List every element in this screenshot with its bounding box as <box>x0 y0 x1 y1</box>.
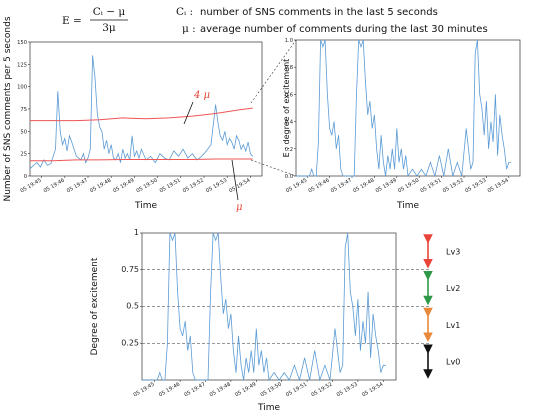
y-tick-label: 25 <box>20 152 27 158</box>
x-tick-label: 05 19:48 <box>352 178 375 195</box>
x-tick-label: 05 19:51 <box>285 382 308 399</box>
y-tick-label: 0.2 <box>285 147 293 153</box>
y-tick-label: 0.0 <box>285 174 293 180</box>
formula-denominator: 3μ <box>102 22 116 34</box>
series-line-0 <box>296 39 511 178</box>
zoom-connector-top <box>250 39 297 104</box>
level-label-2: Lv1 <box>446 321 460 330</box>
label-4mu: 4 μ <box>193 90 210 101</box>
label-mu: μ <box>236 202 243 213</box>
x-axis-label: Time <box>134 201 157 211</box>
zoom-connector-bottom <box>250 159 297 177</box>
series-line-0 <box>29 55 253 170</box>
y-tick-label: 0.4 <box>285 120 294 126</box>
level-label-1: Lv2 <box>446 284 460 293</box>
y-tick-label: 50 <box>20 129 27 135</box>
x-axis-label: Time <box>396 201 419 211</box>
x-tick-label: 05 19:46 <box>158 382 181 399</box>
y-tick-label: 0.25 <box>121 338 139 347</box>
x-tick-label: 05 19:50 <box>260 382 283 399</box>
x-tick-label: 05 19:51 <box>159 178 182 195</box>
x-tick-label: 05 19:54 <box>361 381 385 398</box>
level-label-0: Lv3 <box>446 247 460 256</box>
plot-frame <box>29 41 263 177</box>
ci-description: number of SNS comments in the last 5 sec… <box>200 7 438 18</box>
y-axis-label: E : degree of excitement <box>282 59 291 158</box>
x-tick-label: 05 19:45 <box>133 382 156 399</box>
series-line-2 <box>30 158 253 162</box>
label-4mu-pointer <box>183 101 194 125</box>
y-tick-label: 0.6 <box>285 92 293 98</box>
formula-header: E = Cᵢ − μ 3μ Cᵢ : number of SNS comment… <box>62 6 488 35</box>
y-tick-label: 150 <box>17 40 27 46</box>
mu-description: average number of comments during the la… <box>200 24 488 35</box>
y-tick-label: 100 <box>17 85 27 91</box>
level-label-3: Lv0 <box>446 358 460 367</box>
x-tick-label: 05 19:46 <box>308 178 331 195</box>
x-tick-label: 05 19:51 <box>420 178 443 195</box>
x-tick-label: 05 19:49 <box>375 178 398 195</box>
x-tick-label: 05 19:52 <box>182 178 205 195</box>
x-tick-label: 05 19:54 <box>487 177 511 194</box>
x-axis-label: Time <box>257 403 280 413</box>
y-tick-label: 1 <box>134 228 139 237</box>
x-tick-label: 05 19:53 <box>464 178 487 195</box>
x-tick-label: 05 19:49 <box>234 382 257 399</box>
x-tick-label: 05 19:47 <box>330 178 353 195</box>
x-tick-label: 05 19:54 <box>228 177 252 194</box>
x-tick-label: 05 19:48 <box>89 178 112 195</box>
y-axis-label: Number of SNS comments per 5 seconds <box>3 16 13 201</box>
label-mu-pointer <box>231 159 239 201</box>
level-legend: Lv3 Lv2 Lv1 Lv0 <box>423 234 460 379</box>
y-tick-label: 1.0 <box>285 38 293 44</box>
x-tick-label: 05 19:45 <box>285 178 308 195</box>
chart-comments: 0 25 50 75 100 125 150 05 19:45 05 19:46 05 19:47… <box>3 16 263 211</box>
x-tick-label: 05 19:50 <box>397 178 420 195</box>
x-tick-label: 05 19:46 <box>43 178 66 195</box>
y-axis-label: Degree of excitement <box>90 257 100 355</box>
x-tick-label: 05 19:50 <box>136 178 159 195</box>
y-tick-label: 0.75 <box>121 265 139 274</box>
y-tick-label: 125 <box>17 62 27 68</box>
series-line-1 <box>30 107 253 122</box>
y-tick-label: 0 <box>24 174 27 180</box>
x-tick-label: 05 19:45 <box>20 178 43 195</box>
x-tick-label: 05 19:48 <box>209 382 232 399</box>
y-tick-label: 75 <box>20 107 27 113</box>
formula-numerator: Cᵢ − μ <box>93 6 126 18</box>
mu-symbol: μ : <box>182 23 196 35</box>
x-tick-label: 05 19:52 <box>310 382 333 399</box>
x-tick-label: 05 19:47 <box>183 382 206 399</box>
x-tick-label: 05 19:52 <box>442 178 465 195</box>
x-tick-label: 05 19:47 <box>66 178 89 195</box>
series-line-0 <box>142 232 386 382</box>
x-tick-label: 05 19:49 <box>112 178 135 195</box>
chart-excitement-top: 0.00.20.40.60.81.005 19:45 05 19:46 05 19:… <box>282 38 521 211</box>
ci-symbol: Cᵢ : <box>176 6 193 18</box>
y-tick-label: 0.8 <box>285 65 293 71</box>
formula-lhs: E = <box>62 15 82 27</box>
y-tick-label: 0.5 <box>126 302 139 311</box>
x-tick-label: 05 19:53 <box>336 382 359 399</box>
x-tick-label: 05 19:53 <box>205 178 228 195</box>
